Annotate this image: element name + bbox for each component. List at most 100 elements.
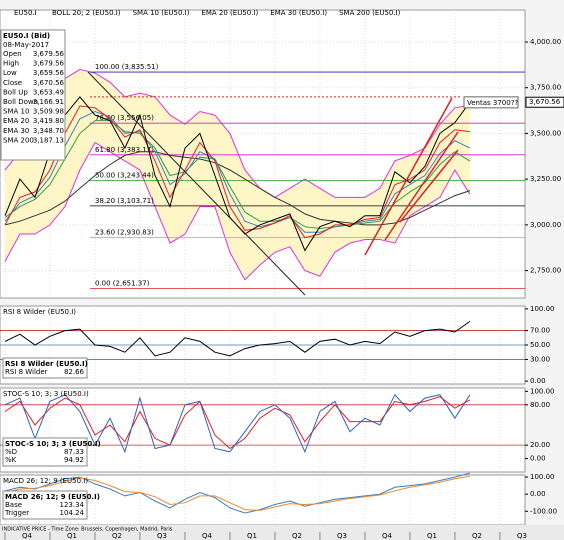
header-item: SMA 200 (EU50.I) bbox=[339, 9, 401, 17]
info-value: 3,653.49 bbox=[33, 88, 64, 96]
legend-label: %K bbox=[5, 456, 17, 464]
fib-label: 61.80 (3,383.17) bbox=[95, 146, 154, 154]
trendlines bbox=[87, 71, 459, 296]
channel-line bbox=[364, 97, 453, 256]
x-tick-label: Q3 bbox=[337, 532, 347, 540]
info-title: STOC-S 10; 3; 3 (EU50.I) bbox=[5, 440, 101, 448]
y-tick-label: -100.00 bbox=[530, 507, 557, 515]
annotation: Ventas 3700?? bbox=[467, 99, 518, 107]
info-value: 3,679.56 bbox=[33, 60, 65, 68]
last-price: 3,670.56 bbox=[529, 98, 561, 106]
y-tick-label: 70.00 bbox=[530, 327, 550, 335]
legend-label: RSI 8 Wilder bbox=[5, 368, 48, 376]
fib-label: 23.60 (2,930.83) bbox=[95, 229, 154, 237]
x-tick-label: Q1 bbox=[427, 532, 437, 540]
info-value: 104.24 bbox=[60, 509, 85, 517]
panel-title: MACD 26; 12; 9 (EU50.I) bbox=[3, 477, 88, 485]
fib-label: 0.00 (2,651.37) bbox=[95, 280, 150, 288]
info-title: MACD 26; 12; 9 (EU50.I) bbox=[5, 493, 100, 501]
fib-label: 100.00 (3,835.51) bbox=[95, 63, 159, 71]
x-tick-label: Q4 bbox=[382, 532, 393, 540]
x-tick-label: Q3 bbox=[157, 532, 167, 540]
info-label: Boll Down bbox=[3, 98, 38, 106]
x-tick-label: Q4 bbox=[202, 532, 213, 540]
panel-title: STOC-S 10; 3; 3 (EU50.I) bbox=[3, 390, 89, 398]
series-line bbox=[4, 151, 471, 226]
annotation-box bbox=[463, 96, 519, 109]
series-line bbox=[4, 393, 471, 454]
x-tick-label: Q3 bbox=[517, 532, 527, 540]
info-box bbox=[2, 490, 88, 520]
last-price-box bbox=[525, 96, 564, 108]
info-box bbox=[2, 437, 88, 467]
header-item: EU50.I bbox=[14, 9, 37, 17]
x-tick-label: Q2 bbox=[472, 532, 482, 540]
info-value: 3,166.91 bbox=[33, 98, 64, 106]
x-tick-label: Q2 bbox=[112, 532, 122, 540]
info-label: Open bbox=[3, 50, 22, 58]
legend-label: Trigger bbox=[4, 509, 29, 517]
series-line bbox=[4, 320, 471, 357]
info-label: EMA 20 bbox=[3, 117, 29, 125]
info-value: 3,419.80 bbox=[33, 117, 64, 125]
info-value: 3,679.56 bbox=[33, 50, 65, 58]
downtrend-line bbox=[87, 71, 306, 296]
y-tick-label: 100.00 bbox=[530, 387, 555, 395]
channel-line bbox=[384, 131, 459, 241]
y-tick-label: 30.00 bbox=[530, 355, 550, 363]
info-label: SMA 200 bbox=[3, 136, 34, 144]
y-tick-label: 80.00 bbox=[530, 401, 550, 409]
x-tick-label: Q1 bbox=[247, 532, 257, 540]
info-box bbox=[2, 357, 88, 379]
band-lower bbox=[4, 141, 471, 281]
fib-label: 50.00 (3,243.44) bbox=[95, 171, 154, 179]
x-tick-label: Q1 bbox=[67, 532, 77, 540]
y-tick-label: 3,250.00 bbox=[530, 175, 561, 183]
y-tick-label: 0.00 bbox=[530, 490, 546, 498]
legend-label: %D bbox=[5, 448, 17, 456]
x-tick-label: Q2 bbox=[292, 532, 302, 540]
info-value: 3,348.70 bbox=[33, 127, 64, 135]
info-label: Low bbox=[3, 69, 17, 77]
info-value: 3,187.13 bbox=[33, 136, 64, 144]
footer: INDICATIVE PRICE - Time Zone: Brussels, … bbox=[2, 527, 173, 533]
info-value: 3,509.98 bbox=[33, 108, 64, 116]
y-tick-label: 20.00 bbox=[530, 441, 550, 449]
series-line bbox=[4, 475, 470, 511]
header-item: EMA 30 (EU50.I) bbox=[270, 9, 327, 17]
y-tick-label: 4,000.00 bbox=[530, 38, 561, 46]
info-value: 3,659.56 bbox=[33, 69, 65, 77]
y-tick-label: 100.00 bbox=[530, 305, 555, 313]
series-line bbox=[4, 105, 470, 239]
info-label: EMA 30 bbox=[3, 127, 29, 135]
header-item: SMA 10 (EU50.I) bbox=[133, 9, 190, 17]
channel-line bbox=[399, 149, 459, 223]
info-label: High bbox=[3, 60, 19, 68]
info-label: Close bbox=[3, 79, 22, 87]
band-upper bbox=[4, 68, 470, 198]
info-value: 3,670.56 bbox=[33, 79, 65, 87]
x-tick-label: Q4 bbox=[22, 532, 33, 540]
y-tick-label: 100.00 bbox=[530, 473, 555, 481]
header-item: BOLL 20; 2 (EU50.I) bbox=[52, 9, 121, 17]
header-item: EMA 20 (EU50.I) bbox=[201, 9, 258, 17]
y-tick-label: 0.00 bbox=[530, 455, 546, 463]
y-tick-label: 3,000.00 bbox=[530, 221, 561, 229]
panel-title: RSI 8 Wilder (EU50.I) bbox=[3, 308, 76, 316]
info-value: 123.34 bbox=[60, 501, 85, 509]
fib-label: 38.20 (3,103.71) bbox=[95, 197, 154, 205]
y-tick-label: 2,750.00 bbox=[530, 267, 561, 275]
info-title: EU50.I (Bid) bbox=[3, 32, 50, 40]
info-label: Boll Up bbox=[3, 88, 28, 96]
y-tick-label: 3,750.00 bbox=[530, 84, 561, 92]
info-value: 82.66 bbox=[64, 368, 85, 376]
info-value: 94.92 bbox=[64, 456, 84, 464]
y-tick-label: 50.00 bbox=[530, 341, 550, 349]
series-line bbox=[4, 110, 471, 233]
info-date: 08-May-2017 bbox=[3, 41, 49, 49]
y-tick-label: 3,500.00 bbox=[530, 129, 561, 137]
info-value: 87.33 bbox=[64, 448, 84, 456]
info-title: RSI 8 Wilder (EU50.I) bbox=[5, 360, 88, 368]
legend-label: Base bbox=[5, 501, 22, 509]
